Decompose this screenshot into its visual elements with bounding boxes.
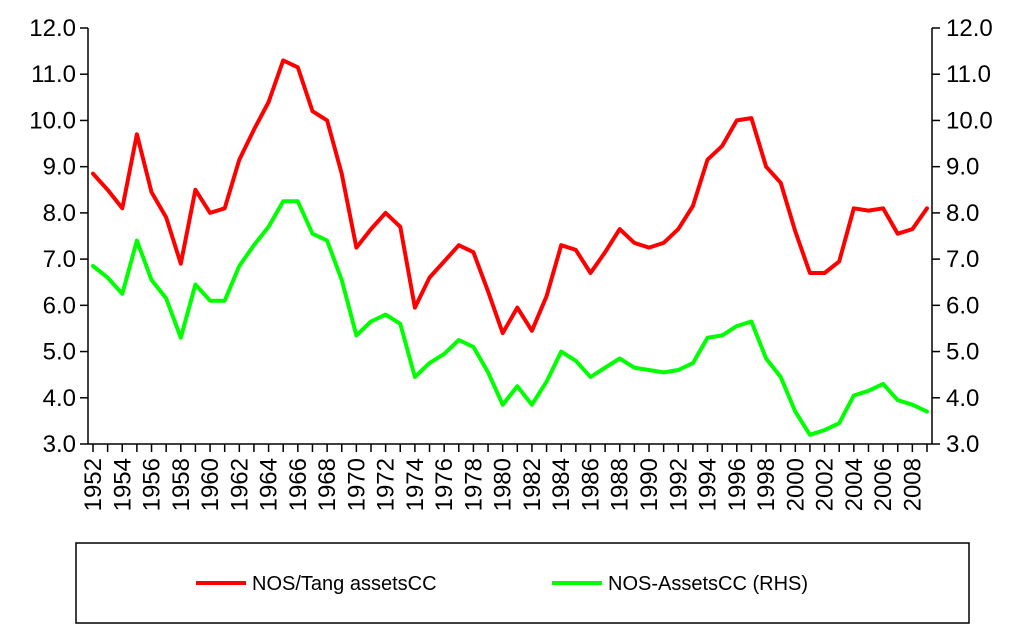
- y-tick-label-right: 11.0: [946, 61, 991, 88]
- y-tick-label-left: 10.0: [29, 107, 76, 134]
- y-tick-label-right: 4.0: [946, 385, 979, 412]
- x-tick-label: 1952: [80, 458, 107, 511]
- legend: NOS/Tang assetsCC NOS-AssetsCC (RHS): [75, 542, 970, 624]
- x-tick-label: 1990: [636, 458, 663, 511]
- x-tick-label: 1994: [695, 458, 722, 511]
- y-tick-label-left: 3.0: [43, 431, 76, 458]
- y-tick-label-left: 9.0: [43, 154, 76, 181]
- x-tick-label: 1996: [724, 458, 751, 511]
- y-tick-label-left: 7.0: [43, 246, 76, 273]
- x-tick-label: 2002: [812, 458, 839, 511]
- axes-layer: [87, 28, 933, 445]
- x-tick-label: 1980: [490, 458, 517, 511]
- y-tick-label-right: 5.0: [946, 339, 979, 366]
- y-tick-label-left: 11.0: [31, 61, 76, 88]
- y-tick-label-right: 9.0: [946, 154, 979, 181]
- y-tick-label-left: 6.0: [43, 292, 76, 319]
- ticks-layer: 3.0 4.0 5.0 6.0 7.0 8.0 9.0 10.0 11.0 12.0 3.0 4.0 5…: [29, 15, 992, 511]
- x-tick-label: 1992: [665, 458, 692, 511]
- y-tick-label-right: 6.0: [946, 292, 979, 319]
- y-tick-label-right: 7.0: [946, 246, 979, 273]
- x-tick-label: 1968: [314, 458, 341, 511]
- x-tick-label: 1960: [197, 458, 224, 511]
- legend-label-series-1: NOS/Tang assetsCC: [252, 573, 437, 595]
- x-tick-label: 1954: [109, 458, 136, 511]
- x-tick-label: 1988: [607, 458, 634, 511]
- x-tick-label: 1970: [343, 458, 370, 511]
- x-tick-label: 1962: [226, 458, 253, 511]
- x-tick-label: 1986: [577, 458, 604, 511]
- series-line-1: [91, 58, 929, 336]
- y-tick-label-left: 12.0: [29, 15, 76, 42]
- x-tick-label: 1984: [548, 458, 575, 511]
- x-tick-label: 1982: [519, 458, 546, 511]
- x-tick-label: 1978: [460, 458, 487, 511]
- x-tick-label: 1972: [373, 458, 400, 511]
- x-tick-label: 1956: [139, 458, 166, 511]
- x-tick-label: 1964: [256, 458, 283, 511]
- y-tick-label-left: 4.0: [43, 385, 76, 412]
- x-tick-label: 2008: [899, 458, 926, 511]
- legend-label-series-2: NOS-AssetsCC (RHS): [608, 573, 808, 595]
- series-layer: [91, 58, 929, 437]
- y-tick-label-right: 8.0: [946, 200, 979, 227]
- y-tick-label-left: 8.0: [43, 200, 76, 227]
- x-tick-label: 1966: [285, 458, 312, 511]
- x-tick-label: 2006: [870, 458, 897, 511]
- x-tick-label: 2000: [782, 458, 809, 511]
- y-tick-label-right: 10.0: [946, 107, 993, 134]
- x-tick-label: 2004: [841, 458, 868, 511]
- y-tick-label-right: 3.0: [946, 431, 979, 458]
- series-line-2: [91, 199, 929, 437]
- x-tick-label: 1976: [431, 458, 458, 511]
- x-tick-label: 1974: [402, 458, 429, 511]
- y-tick-label-right: 12.0: [946, 15, 993, 42]
- x-tick-label: 1958: [168, 458, 195, 511]
- x-tick-label: 1998: [753, 458, 780, 511]
- y-tick-label-left: 5.0: [43, 339, 76, 366]
